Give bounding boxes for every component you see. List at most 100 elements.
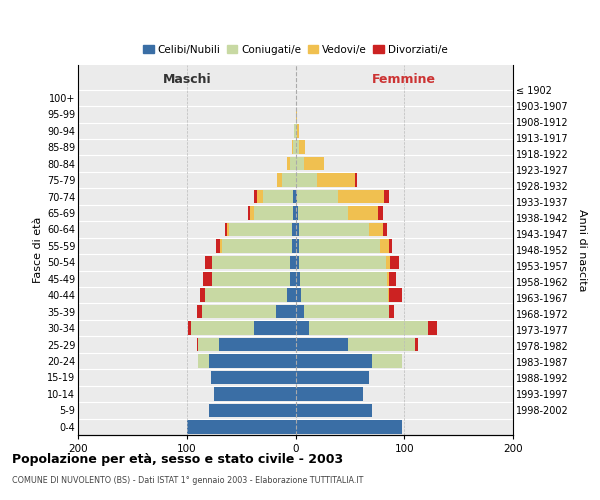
- Bar: [299, 256, 386, 269]
- Bar: [290, 272, 296, 285]
- Bar: [308, 322, 428, 335]
- Text: Maschi: Maschi: [163, 74, 211, 86]
- Bar: [383, 190, 389, 203]
- Bar: [293, 140, 296, 154]
- Y-axis label: Anni di nascita: Anni di nascita: [577, 209, 587, 291]
- Bar: [371, 354, 402, 368]
- Bar: [355, 174, 358, 187]
- Bar: [389, 305, 394, 318]
- Bar: [296, 157, 304, 170]
- Bar: [296, 256, 299, 269]
- Bar: [191, 322, 254, 335]
- Text: Popolazione per età, sesso e stato civile - 2003: Popolazione per età, sesso e stato civil…: [12, 452, 343, 466]
- Text: Femmine: Femmine: [372, 74, 436, 86]
- Bar: [197, 354, 209, 368]
- Bar: [296, 272, 300, 285]
- Bar: [378, 206, 383, 220]
- Bar: [415, 338, 418, 351]
- Bar: [296, 305, 304, 318]
- Bar: [370, 222, 383, 236]
- Bar: [250, 206, 254, 220]
- Bar: [386, 256, 390, 269]
- Bar: [389, 288, 402, 302]
- Bar: [296, 354, 371, 368]
- Bar: [187, 420, 296, 434]
- Bar: [220, 239, 221, 252]
- Bar: [299, 140, 305, 154]
- Bar: [296, 338, 348, 351]
- Bar: [380, 239, 389, 252]
- Bar: [387, 272, 389, 285]
- Bar: [296, 288, 301, 302]
- Bar: [277, 174, 283, 187]
- Bar: [295, 124, 296, 138]
- Bar: [293, 206, 296, 220]
- Bar: [205, 288, 287, 302]
- Bar: [338, 190, 383, 203]
- Bar: [304, 157, 324, 170]
- Bar: [254, 190, 257, 203]
- Bar: [197, 305, 202, 318]
- Bar: [188, 322, 191, 335]
- Bar: [292, 239, 296, 252]
- Bar: [216, 239, 220, 252]
- Bar: [296, 387, 363, 400]
- Bar: [229, 222, 292, 236]
- Bar: [287, 157, 290, 170]
- Bar: [299, 239, 380, 252]
- Bar: [214, 387, 296, 400]
- Bar: [292, 140, 293, 154]
- Bar: [296, 404, 371, 417]
- Bar: [292, 222, 296, 236]
- Bar: [209, 354, 296, 368]
- Bar: [304, 305, 389, 318]
- Bar: [290, 256, 296, 269]
- Bar: [283, 174, 296, 187]
- Bar: [390, 256, 399, 269]
- Bar: [348, 206, 378, 220]
- Bar: [209, 404, 296, 417]
- Bar: [296, 239, 299, 252]
- Bar: [296, 140, 299, 154]
- Bar: [212, 272, 290, 285]
- Legend: Celibi/Nubili, Coniugati/e, Vedovi/e, Divorziati/e: Celibi/Nubili, Coniugati/e, Vedovi/e, Di…: [139, 40, 452, 59]
- Bar: [389, 272, 395, 285]
- Bar: [296, 370, 370, 384]
- Bar: [388, 288, 389, 302]
- Y-axis label: Fasce di età: Fasce di età: [32, 217, 43, 283]
- Bar: [263, 190, 293, 203]
- Bar: [276, 305, 296, 318]
- Bar: [428, 322, 437, 335]
- Bar: [200, 288, 205, 302]
- Bar: [296, 420, 402, 434]
- Bar: [221, 239, 292, 252]
- Bar: [299, 222, 370, 236]
- Bar: [389, 239, 392, 252]
- Bar: [293, 190, 296, 203]
- Bar: [205, 256, 212, 269]
- Bar: [296, 206, 298, 220]
- Bar: [225, 222, 227, 236]
- Bar: [227, 222, 229, 236]
- Bar: [257, 190, 263, 203]
- Bar: [296, 322, 308, 335]
- Bar: [290, 157, 296, 170]
- Bar: [296, 190, 338, 203]
- Bar: [202, 305, 276, 318]
- Bar: [203, 272, 212, 285]
- Bar: [211, 370, 296, 384]
- Bar: [296, 222, 299, 236]
- Bar: [348, 338, 415, 351]
- Bar: [287, 288, 296, 302]
- Bar: [300, 272, 387, 285]
- Bar: [296, 174, 317, 187]
- Bar: [254, 206, 293, 220]
- Bar: [298, 206, 348, 220]
- Bar: [248, 206, 250, 220]
- Bar: [317, 174, 355, 187]
- Bar: [212, 256, 290, 269]
- Bar: [383, 222, 387, 236]
- Bar: [220, 338, 296, 351]
- Bar: [197, 338, 220, 351]
- Bar: [296, 124, 299, 138]
